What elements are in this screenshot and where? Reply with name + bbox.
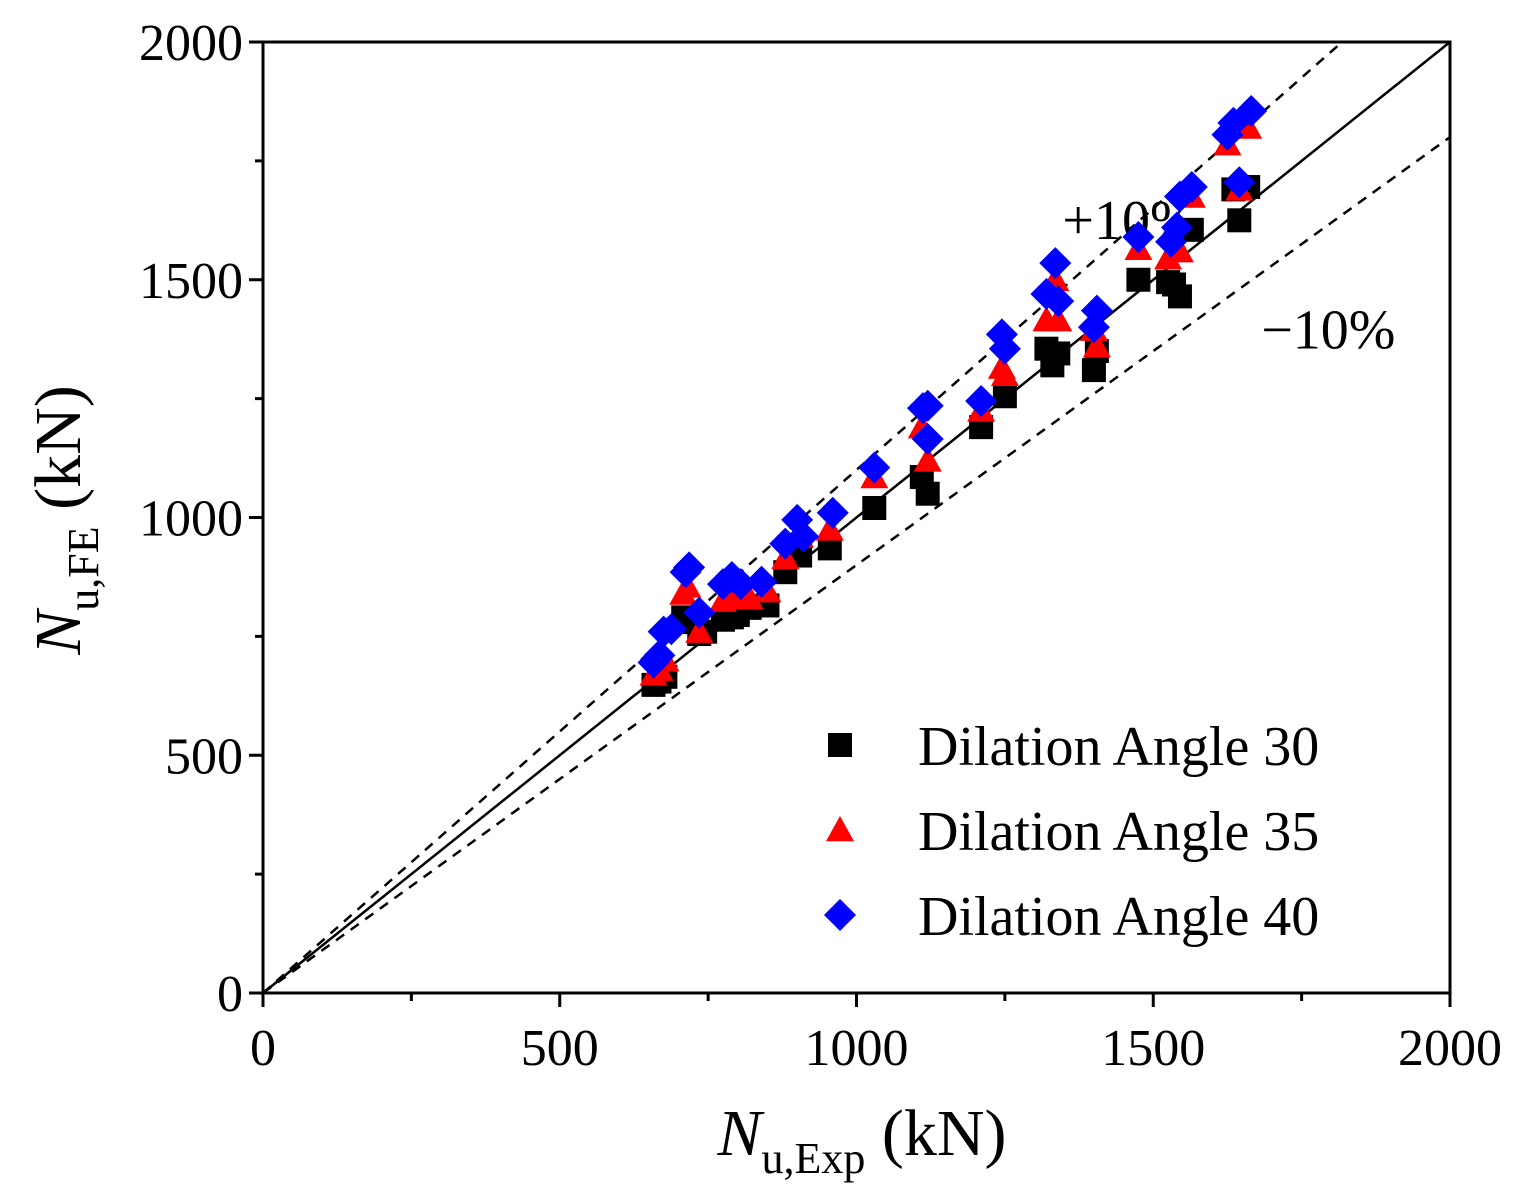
data-point [990, 360, 1019, 387]
data-point [1082, 332, 1111, 358]
reference-line-2 [262, 136, 1451, 995]
data-point [1044, 306, 1073, 332]
data-point [992, 384, 1017, 409]
data-point [673, 551, 706, 584]
data-point [655, 613, 688, 646]
data-point [683, 596, 716, 629]
data-point [1167, 284, 1192, 309]
data-point [1042, 285, 1075, 318]
data-point [717, 584, 746, 610]
data-point [643, 639, 676, 672]
data-point [1080, 294, 1113, 327]
y-tick-label: 0 [217, 966, 243, 1023]
data-point [815, 515, 844, 541]
legend-label: Dilation Angle 30 [918, 716, 1319, 778]
x-axis-title: Nu,Exp (kN) [716, 1097, 1006, 1183]
reference-line-1 [262, 41, 1343, 994]
data-point [1154, 244, 1183, 270]
x-tick-label: 2000 [1398, 1020, 1502, 1077]
x-tick-label: 1000 [805, 1020, 909, 1077]
legend-label: Dilation Angle 35 [918, 801, 1319, 863]
data-point [913, 446, 942, 472]
data-point [1234, 113, 1263, 139]
legend-marker [824, 899, 856, 931]
legend-item: Dilation Angle 40 [824, 886, 1319, 948]
legend-marker [828, 733, 852, 757]
data-point [1165, 237, 1194, 263]
data-point [1122, 220, 1155, 253]
data-point [685, 617, 714, 643]
x-tick-label: 500 [521, 1020, 599, 1077]
data-point [988, 332, 1021, 365]
data-point [1235, 94, 1268, 127]
data-point [911, 389, 944, 422]
y-tick-label: 500 [165, 728, 243, 785]
y-tick-label: 1500 [139, 253, 243, 310]
y-tick-label: 1000 [139, 491, 243, 548]
data-point [911, 423, 944, 456]
data-point [965, 385, 998, 418]
data-point [1160, 211, 1193, 244]
data-point [862, 495, 887, 520]
data-points [637, 94, 1268, 697]
data-point [1126, 267, 1151, 292]
data-point [1227, 208, 1252, 233]
legend: Dilation Angle 30 Dilation Angle 35 Dilati… [824, 716, 1319, 948]
data-point [1175, 171, 1208, 204]
legend-item: Dilation Angle 30 [828, 716, 1319, 778]
x-tick-label: 1500 [1101, 1020, 1205, 1077]
data-point [1046, 341, 1071, 366]
axis-ticks [249, 40, 1452, 1007]
legend-item: Dilation Angle 35 [826, 801, 1319, 863]
data-point [735, 584, 764, 610]
data-point [816, 496, 849, 529]
data-point [858, 451, 891, 484]
band-label-2: −10% [1261, 299, 1395, 361]
x-tick-label: 0 [250, 1020, 276, 1077]
series-2 [637, 94, 1268, 679]
y-tick-label: 2000 [139, 15, 243, 72]
data-point [1223, 166, 1256, 199]
data-point [1039, 247, 1072, 280]
data-point [787, 520, 820, 553]
data-point [915, 481, 940, 506]
legend-label: Dilation Angle 40 [918, 886, 1319, 948]
legend-marker [826, 816, 854, 842]
data-point [724, 568, 757, 601]
data-point [745, 565, 778, 598]
tick-labels: 0 500 1000 1500 2000 0 500 1000 1500 2000 [139, 15, 1502, 1077]
y-axis-title: Nu,FE (kN) [22, 385, 108, 656]
